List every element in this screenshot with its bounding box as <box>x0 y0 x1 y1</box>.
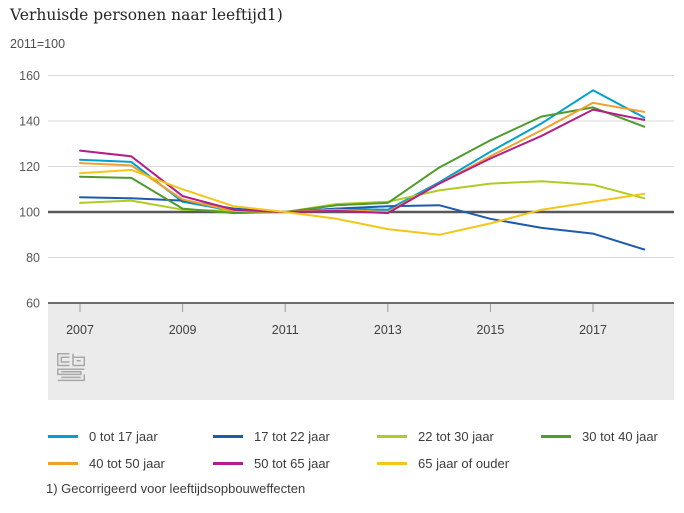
x-tick-label: 2009 <box>169 323 197 337</box>
legend-swatch <box>48 462 78 465</box>
y-tick-label: 160 <box>19 69 40 83</box>
series-line <box>79 108 646 215</box>
x-tick-label: 2013 <box>374 323 402 337</box>
x-tick-label: 2011 <box>272 323 299 337</box>
legend-item: 0 tot 17 jaar <box>48 429 213 444</box>
legend-item: 65 jaar of ouder <box>377 456 541 471</box>
x-axis-band <box>48 304 674 400</box>
legend-item: 22 tot 30 jaar <box>377 429 541 444</box>
legend-label: 50 tot 65 jaar <box>254 456 330 471</box>
legend-item: 50 tot 65 jaar <box>213 456 377 471</box>
y-tick-label: 60 <box>26 297 40 311</box>
legend-swatch <box>377 462 407 465</box>
series-line <box>79 196 646 251</box>
cbs-logo <box>57 353 86 382</box>
legend-label: 65 jaar of ouder <box>418 456 510 471</box>
plot-layer: 2007 2009 2011 2013 2015 2017 60 80 100 120 140 160 <box>19 69 674 400</box>
legend-swatch <box>541 435 571 438</box>
y-tick-label: 80 <box>26 251 40 265</box>
legend-swatch <box>48 435 78 438</box>
series-line <box>79 89 646 213</box>
series-line <box>79 168 646 236</box>
chart-unit-label: 2011=100 <box>10 37 66 51</box>
legend-item: 40 tot 50 jaar <box>48 456 213 471</box>
legend-item: 30 tot 40 jaar <box>541 429 676 444</box>
series-line <box>79 180 646 213</box>
y-tick-label: 140 <box>19 115 40 129</box>
legend-swatch <box>377 435 407 438</box>
x-tick-label: 2015 <box>476 323 504 337</box>
series-line <box>79 101 646 213</box>
legend-label: 17 tot 22 jaar <box>254 429 330 444</box>
legend-label: 30 tot 40 jaar <box>582 429 658 444</box>
legend-swatch <box>213 462 243 465</box>
series-line <box>79 106 646 215</box>
legend-item: 17 tot 22 jaar <box>213 429 377 444</box>
y-tick-label: 120 <box>19 160 40 174</box>
y-tick-label: 100 <box>19 206 40 220</box>
x-tick-label: 2007 <box>66 323 94 337</box>
legend-swatch <box>213 435 243 438</box>
legend-label: 40 tot 50 jaar <box>89 456 165 471</box>
footnote: 1) Gecorrigeerd voor leeftijdsopbouweffe… <box>46 481 306 496</box>
legend-label: 22 tot 30 jaar <box>418 429 494 444</box>
legend-label: 0 tot 17 jaar <box>89 429 158 444</box>
x-tick-label: 2017 <box>579 323 607 337</box>
legend: 0 tot 17 jaar 17 tot 22 jaar 22 tot 30 jaa… <box>48 423 676 477</box>
page-title: Verhuisde personen naar leeftijd1) <box>10 6 283 24</box>
